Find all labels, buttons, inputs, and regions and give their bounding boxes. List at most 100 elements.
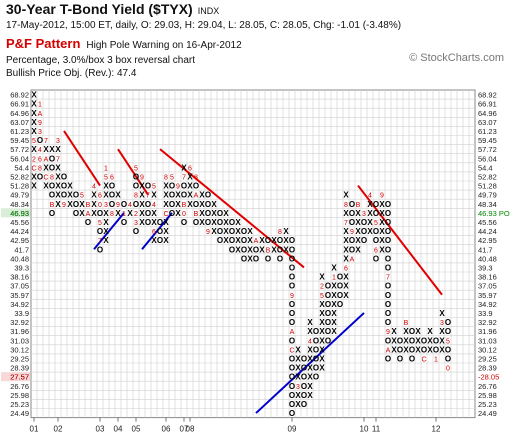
x-tick-label: 09 [288,425,297,434]
y-tick-label-right: 68.92 [478,91,497,100]
month-mark: 3 [56,138,60,145]
x-mark: X [319,354,325,363]
month-mark: 8 [134,193,138,200]
y-tick-label-left: 29.25 [10,354,29,363]
x-mark: X [331,282,337,291]
month-mark: A [86,211,91,218]
o-mark: O [373,236,379,245]
left-marker-band [1,208,30,218]
x-mark: X [379,209,385,218]
o-mark: O [97,209,103,218]
o-mark: O [385,300,391,309]
o-mark: O [361,218,367,227]
x-tick-label: 04 [114,425,123,434]
month-mark: 7 [344,220,348,227]
x-mark: X [199,209,205,218]
x-mark: X [403,327,409,336]
y-tick-label-left: 51.28 [10,182,29,191]
y-tick-label-left: 63.07 [10,118,29,127]
month-mark: A [44,156,49,163]
x-mark: X [307,364,313,373]
o-mark: O [61,182,67,191]
month-mark: 9 [62,202,66,209]
x-mark: X [235,245,241,254]
o-mark: O [109,200,115,209]
x-tick-label: 01 [30,425,39,434]
x-mark: X [187,191,193,200]
o-mark: O [337,273,343,282]
o-mark: O [313,354,319,363]
o-mark: O [433,345,439,354]
month-mark: 6 [98,193,102,200]
month-mark: A [350,256,355,263]
y-tick-label-left: 32.92 [10,318,29,327]
x-mark: X [115,209,121,218]
month-mark: 0 [182,211,186,218]
y-tick-label-left: 56.04 [10,154,29,163]
o-mark: O [421,345,427,354]
o-mark: O [73,191,79,200]
o-mark: O [289,400,295,409]
x-mark: X [355,209,361,218]
month-mark: A [254,238,259,245]
x-mark: X [55,163,61,172]
month-mark: 7 [146,193,150,200]
o-mark: O [133,227,139,236]
x-mark: X [379,245,385,254]
o-mark: X [49,145,55,154]
month-mark: 8 [344,202,348,209]
month-mark: 8 [278,229,282,236]
y-tick-label-right: 49.79 [478,191,497,200]
o-mark: O [169,191,175,200]
o-mark: O [205,218,211,227]
month-mark: 8 [194,174,198,181]
chart-header: 30-Year T-Bond Yield ($TYX) INDX 17-May-2… [6,0,514,80]
y-tick-label-right: 45.56 [478,218,497,227]
x-mark: X [151,236,157,245]
o-mark: O [289,391,295,400]
o-mark: O [397,336,403,345]
y-tick-label-right: 39.3 [478,263,493,272]
o-mark: O [445,354,451,363]
x-mark: X [79,200,85,209]
o-mark: O [373,254,379,263]
o-mark: O [277,236,283,245]
x-mark: X [331,318,337,327]
y-tick-label-right: 66.91 [478,100,497,109]
chart-settings: Percentage, 3.0%/box 3 box reversal char… [6,55,195,66]
o-mark: O [385,336,391,345]
y-tick-label-right: 41.7 [478,245,493,254]
x-mark: X [283,236,289,245]
o-mark: O [193,200,199,209]
x-mark: X [163,236,169,245]
x-mark: X [43,145,49,154]
y-tick-label-right: 57.72 [478,145,497,154]
o-mark: O [289,263,295,272]
o-mark: O [133,172,139,181]
o-mark: O [385,245,391,254]
support-trendline [93,212,125,250]
x-mark: X [31,100,37,109]
x-mark: X [235,227,241,236]
o-mark: O [265,254,271,263]
x-mark: X [139,200,145,209]
o-mark: O [241,254,247,263]
y-tick-label-left: 38.16 [10,273,29,282]
x-mark: X [31,172,37,181]
x-mark: X [295,345,301,354]
y-tick-label-right: 54.4 [478,163,493,172]
x-mark: X [391,345,397,354]
o-mark: O [301,382,307,391]
x-mark: X [367,227,373,236]
x-mark: X [223,218,229,227]
month-mark: 2 [134,211,138,218]
o-mark: O [289,364,295,373]
o-mark: O [61,191,67,200]
month-mark: 7 [56,156,60,163]
x-mark: X [31,182,37,191]
x-mark: X [343,291,349,300]
month-mark: B [194,211,199,218]
chart-title-line: 30-Year T-Bond Yield ($TYX) INDX [6,1,219,17]
x-mark: X [283,227,289,236]
highlighted-level-label: 27.57 [10,373,29,382]
